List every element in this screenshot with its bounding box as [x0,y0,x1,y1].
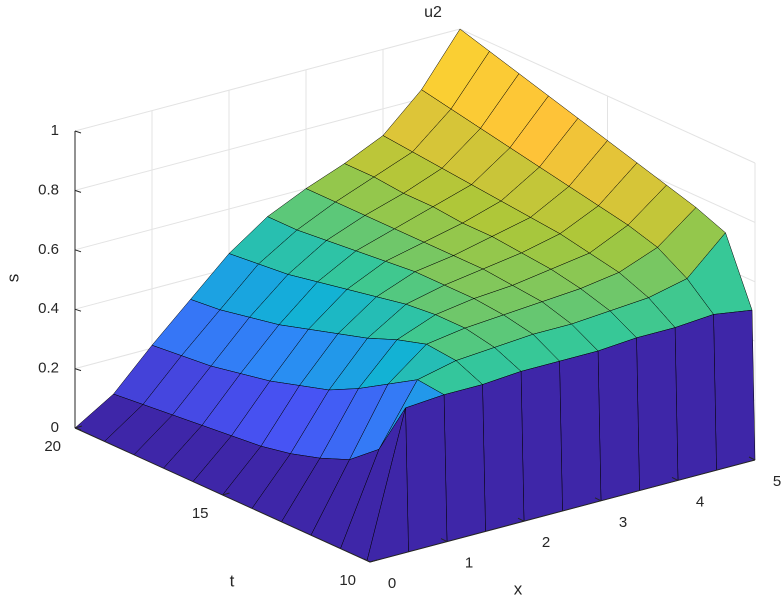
surface-facet [674,314,717,481]
z-tick-label: 0 [51,419,59,436]
surface-facet [443,384,486,542]
y-tick-label: 20 [44,438,61,455]
grid-line [74,87,461,191]
x-tick [671,476,679,481]
z-tick [74,368,82,372]
z-tick-label: 0.2 [38,360,59,377]
y-axis-label: t [230,571,235,590]
x-tick [363,558,371,563]
surface-facet [405,394,448,553]
x-axis-label: x [514,579,523,598]
z-tick [74,249,82,253]
z-tick [74,308,82,312]
z-tick [74,427,82,431]
x-tick [440,538,448,543]
chart-title: u2 [424,4,442,21]
x-tick [748,456,756,461]
z-tick [74,130,82,134]
x-tick-label: 0 [388,575,396,592]
surface-facet [482,371,525,532]
surface-facet [636,327,679,491]
x-tick-label: 5 [773,473,781,490]
x-tick-label: 2 [542,534,550,551]
surface-facet [559,350,602,512]
x-tick-label: 3 [619,514,627,531]
y-tick [74,425,83,429]
grid-line [459,28,756,164]
x-tick-label: 4 [696,493,704,510]
x-tick [594,497,602,502]
z-tick-label: 0.4 [38,300,59,317]
z-axis-label: s [3,274,22,283]
y-tick [222,492,230,496]
z-tick-label: 0.8 [38,181,59,198]
x-tick [517,517,525,522]
z-tick-label: 1 [51,122,59,139]
z-tick-label: 0.6 [38,241,59,258]
y-tick-label: 10 [339,572,356,589]
x-axis [369,459,756,563]
x-tick-label: 1 [465,555,473,572]
y-tick-label: 15 [192,505,209,522]
z-tick [74,189,82,193]
surface-facet [520,360,563,522]
grid-line [74,28,461,132]
surface-facet [597,337,640,502]
y-tick [369,559,378,563]
surface-facet [713,309,756,471]
